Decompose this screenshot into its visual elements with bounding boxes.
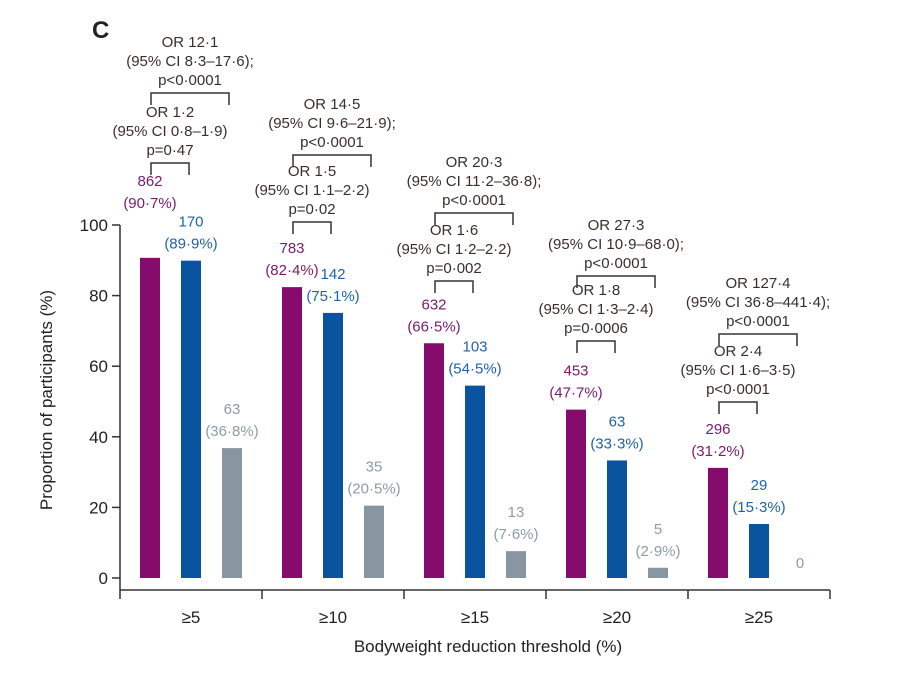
data-label-count: 5 [654,521,662,538]
annotation-outer-line: (95% CI 36·8–441·4); [686,294,830,311]
bar-blue [323,312,343,578]
significance-bracket-outer [434,212,514,225]
data-label-percent: (90·7%) [123,195,176,212]
annotation-inner-line: OR 1·2 [146,104,194,121]
bar-grey [506,551,526,578]
x-axis-label: Bodyweight reduction threshold (%) [354,637,622,656]
annotation-inner-line: p=0·002 [426,260,481,277]
bar-purple [282,287,302,578]
annotation-inner-line: p=0·47 [146,142,193,159]
annotation-outer-line: (95% CI 10·9–68·0); [548,236,684,253]
annotation-outer-line: (95% CI 9·6–21·9); [268,115,396,132]
y-tick-label: 20 [89,498,108,517]
annotation-inner-line: (95% CI 0·8–1·9) [112,123,227,140]
data-label-count: 632 [421,296,446,313]
panel-label: C [92,17,109,44]
data-label-count: 35 [366,459,383,476]
x-tick-label: ≥25 [745,608,773,627]
data-label-count: 63 [609,413,626,430]
bar-blue [465,385,485,578]
data-label-percent: (36·8%) [205,423,258,440]
data-label-count: 783 [279,240,304,257]
significance-bracket-inner [292,221,332,234]
bar-purple [708,467,728,578]
y-tick-label: 100 [80,216,108,235]
significance-bracket-inner [434,280,474,293]
data-label-count: 103 [462,339,487,356]
annotation-inner-line: p=0·02 [288,201,335,218]
data-label-count: 63 [224,401,241,418]
annotation-inner-line: OR 1·8 [572,282,620,299]
y-axis-label: Proportion of participants (%) [37,290,56,510]
bar-purple [424,343,444,578]
data-label-percent: (54·5%) [448,361,501,378]
annotation-outer-line: p<0·0001 [442,192,506,209]
data-label-count: 13 [508,504,525,521]
annotation-inner-line: (95% CI 1·6–3·5) [680,362,795,379]
data-label-percent: (66·5%) [407,318,460,335]
bar-purple [566,409,586,578]
annotation-outer-line: p<0·0001 [726,313,790,330]
significance-bracket-outer [718,333,798,346]
x-tick-label: ≥15 [461,608,489,627]
y-tick-label: 40 [89,428,108,447]
bar-grey [364,505,384,578]
bar-blue [749,523,769,578]
data-label-count: 453 [563,363,588,380]
annotation-outer-line: p<0·0001 [158,72,222,89]
significance-bracket-inner [576,340,616,353]
y-tick-label: 0 [99,569,108,588]
data-label-percent: (82·4%) [265,262,318,279]
significance-bracket-outer [576,275,656,288]
annotation-outer-line: (95% CI 11·2–36·8); [407,173,542,190]
annotation-outer-line: OR 127·4 [725,275,790,292]
data-label-percent: (47·7%) [549,385,602,402]
data-label-percent: (20·5%) [347,481,400,498]
bar-grey [648,567,668,578]
annotation-inner-line: p<0·0001 [706,381,770,398]
significance-bracket-inner [718,401,758,414]
annotation-inner-line: (95% CI 1·1–2·2) [254,182,369,199]
data-label-percent: (31·2%) [691,443,744,460]
annotation-inner-line: (95% CI 1·2–2·2) [396,241,511,258]
annotation-inner-line: OR 1·5 [288,163,336,180]
bar-blue [607,460,627,578]
annotation-outer-line: OR 27·3 [588,217,645,234]
data-label-percent: (33·3%) [590,435,643,452]
y-tick-label: 60 [89,357,108,376]
annotation-inner-line: p=0·0006 [564,320,628,337]
data-label-count: 0 [796,555,804,572]
x-tick-label: ≥5 [182,608,201,627]
annotation-outer-line: p<0·0001 [300,134,364,151]
data-label-percent: (75·1%) [306,288,359,305]
x-tick-label: ≥10 [319,608,347,627]
annotation-outer-line: OR 12·1 [162,34,219,51]
data-label-count: 29 [751,477,768,494]
bar-purple [140,257,160,578]
data-label-percent: (2·9%) [635,543,680,560]
significance-bracket-outer [150,92,230,105]
annotation-outer-line: p<0·0001 [584,255,648,272]
data-label-percent: (15·3%) [732,499,785,516]
data-label-count: 170 [178,214,203,231]
significance-bracket-inner [150,162,190,175]
annotation-inner-line: OR 2·4 [714,343,762,360]
bar-blue [181,260,201,578]
data-label-count: 296 [705,421,730,438]
annotation-outer-line: OR 20·3 [446,154,503,171]
y-tick-label: 80 [89,287,108,306]
x-tick-label: ≥20 [603,608,631,627]
bar-grey [222,448,242,578]
significance-bracket-outer [292,154,372,167]
annotation-inner-line: (95% CI 1·3–2·4) [538,301,653,318]
annotation-inner-line: OR 1·6 [430,222,478,239]
annotation-outer-line: (95% CI 8·3–17·6); [126,53,254,70]
data-label-count: 142 [320,266,345,283]
data-label-count: 862 [137,173,162,190]
data-label-percent: (89·9%) [164,236,217,253]
annotation-outer-line: OR 14·5 [304,96,361,113]
data-label-percent: (7·6%) [493,526,538,543]
